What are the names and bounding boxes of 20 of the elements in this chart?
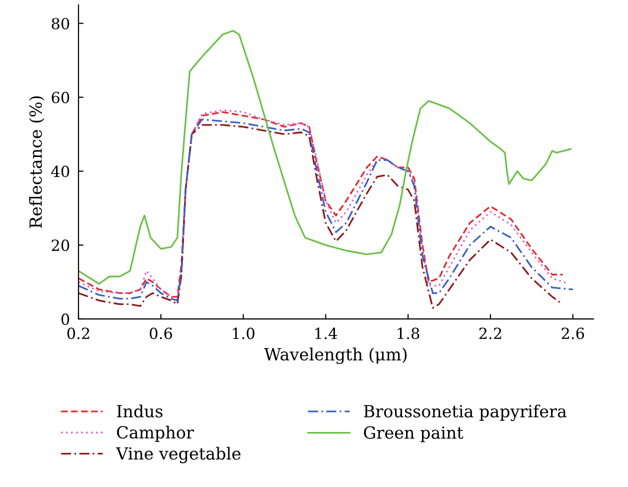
x-tick-label: 2.2	[479, 328, 502, 340]
line-series	[78, 30, 572, 285]
y-tick-label: 0	[61, 313, 70, 326]
y-tick-label: 20	[52, 240, 70, 252]
x-tick-label: 1.8	[398, 328, 420, 340]
legend-label: Broussonetia papyrifera	[364, 404, 566, 421]
legend-label: Green paint	[364, 426, 464, 442]
y-tick-label: 60	[52, 92, 70, 104]
y-axis-title: Reflectance (%)	[29, 96, 44, 228]
y-tick-label: 80	[52, 18, 70, 30]
legend-label: Indus	[116, 404, 162, 418]
x-tick-label: 1.4	[315, 328, 338, 340]
x-tick-label: 2.6	[562, 328, 584, 340]
x-tick-label: 0.2	[67, 328, 90, 340]
x-tick-label: 0.6	[150, 328, 172, 340]
y-tick-label: 40	[51, 166, 70, 178]
legend-label: Vine vegetable	[116, 446, 241, 464]
x-tick-label: 1.0	[233, 328, 254, 340]
x-axis-title: Wavelength (μm)	[264, 348, 407, 364]
legend-label: Camphor	[117, 426, 194, 442]
